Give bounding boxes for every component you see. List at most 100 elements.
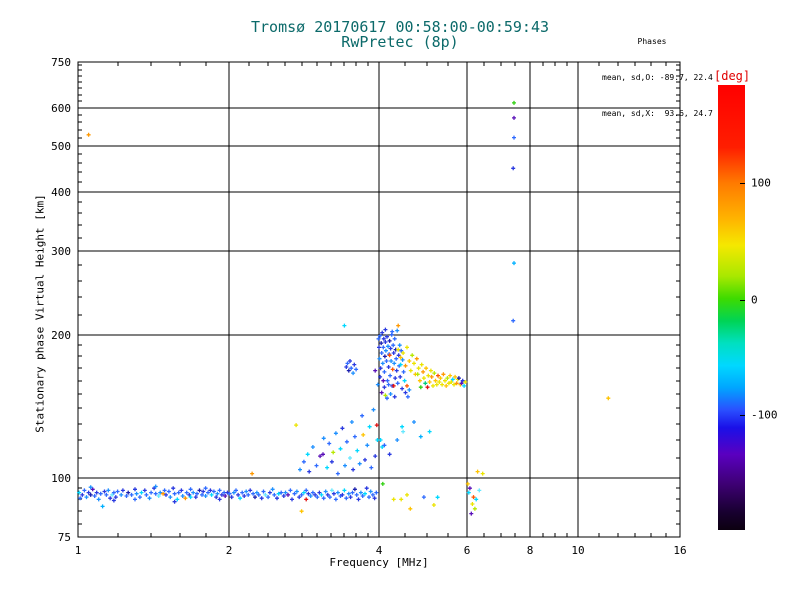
data-point bbox=[200, 492, 204, 497]
data-point bbox=[379, 390, 384, 395]
data-point bbox=[396, 323, 401, 328]
data-point bbox=[283, 490, 288, 495]
data-point bbox=[377, 345, 381, 350]
data-point bbox=[175, 497, 180, 502]
x-tick-label: 10 bbox=[571, 544, 584, 557]
data-point bbox=[397, 343, 402, 348]
data-point bbox=[388, 373, 393, 378]
data-point bbox=[471, 495, 476, 500]
data-point bbox=[275, 496, 279, 501]
data-point bbox=[427, 380, 432, 384]
data-point bbox=[392, 336, 397, 341]
data-point bbox=[443, 378, 447, 383]
data-point bbox=[351, 467, 356, 472]
data-point bbox=[325, 492, 330, 497]
data-point bbox=[396, 353, 401, 358]
data-point bbox=[88, 492, 93, 497]
data-point bbox=[340, 426, 345, 431]
data-point bbox=[378, 374, 383, 379]
data-point bbox=[438, 376, 443, 381]
data-point bbox=[391, 383, 396, 388]
data-point bbox=[368, 489, 373, 494]
data-point bbox=[346, 491, 351, 496]
data-point bbox=[427, 429, 432, 434]
data-point bbox=[398, 374, 403, 379]
data-point bbox=[378, 333, 383, 338]
data-point bbox=[352, 434, 357, 439]
data-point bbox=[390, 367, 395, 372]
data-point bbox=[392, 394, 397, 399]
data-point bbox=[250, 471, 255, 476]
data-point bbox=[82, 488, 87, 493]
data-point bbox=[379, 351, 384, 355]
data-point bbox=[329, 488, 334, 493]
data-point bbox=[225, 490, 230, 495]
colorbar-tick-label: 100 bbox=[751, 176, 771, 190]
data-point bbox=[172, 491, 177, 496]
data-point bbox=[346, 368, 351, 373]
data-point bbox=[385, 334, 389, 339]
data-point bbox=[315, 495, 320, 500]
data-point bbox=[412, 361, 416, 366]
data-point bbox=[345, 361, 350, 366]
data-point bbox=[512, 100, 516, 105]
data-point bbox=[298, 467, 302, 472]
data-point bbox=[229, 495, 234, 500]
data-point bbox=[386, 365, 391, 369]
y-tick-label: 500 bbox=[51, 140, 71, 153]
data-point bbox=[450, 377, 455, 382]
data-point bbox=[343, 463, 347, 468]
data-point bbox=[371, 407, 376, 412]
colorbar-tickmark bbox=[740, 415, 745, 416]
data-point bbox=[367, 495, 371, 500]
data-point bbox=[144, 492, 149, 497]
data-point bbox=[209, 492, 214, 497]
data-point bbox=[410, 353, 415, 358]
data-point bbox=[251, 491, 256, 496]
y-tick-label: 400 bbox=[51, 186, 71, 199]
data-point bbox=[398, 355, 403, 360]
data-point bbox=[348, 456, 352, 460]
data-point bbox=[416, 366, 421, 371]
data-point bbox=[386, 382, 391, 387]
data-point bbox=[511, 166, 516, 171]
data-point bbox=[355, 448, 360, 453]
data-point bbox=[323, 489, 328, 494]
data-point bbox=[423, 381, 428, 386]
data-point bbox=[367, 424, 372, 429]
data-point bbox=[511, 318, 516, 323]
data-point bbox=[358, 490, 363, 495]
data-point bbox=[399, 497, 404, 502]
data-point bbox=[352, 362, 357, 367]
data-point bbox=[424, 366, 429, 371]
data-point bbox=[80, 492, 85, 497]
data-point bbox=[391, 351, 396, 355]
data-point bbox=[333, 497, 338, 502]
colorbar-gradient bbox=[718, 85, 745, 530]
data-point bbox=[110, 492, 115, 497]
data-point bbox=[418, 434, 423, 439]
data-point bbox=[405, 383, 409, 388]
data-point bbox=[376, 336, 381, 341]
data-point bbox=[391, 497, 396, 502]
data-point bbox=[465, 481, 470, 486]
data-point bbox=[463, 380, 468, 384]
data-point bbox=[454, 381, 459, 386]
data-point bbox=[363, 457, 367, 462]
data-point bbox=[106, 488, 111, 493]
data-point bbox=[429, 374, 434, 379]
data-point bbox=[153, 491, 158, 496]
x-tick-label: 6 bbox=[464, 544, 471, 557]
data-point bbox=[195, 491, 199, 496]
data-point bbox=[372, 496, 377, 501]
data-point bbox=[305, 452, 310, 457]
page-title: Tromsø 20170617 00:58:00-00:59:43 bbox=[250, 18, 549, 36]
data-point bbox=[319, 492, 324, 497]
data-point bbox=[407, 359, 412, 363]
data-point bbox=[354, 367, 359, 372]
data-point bbox=[124, 494, 129, 498]
page-subtitle: RwPretec (8p) bbox=[341, 33, 459, 51]
data-point bbox=[344, 439, 349, 444]
colorbar-tick-label: -100 bbox=[751, 408, 778, 422]
data-point bbox=[401, 369, 406, 374]
